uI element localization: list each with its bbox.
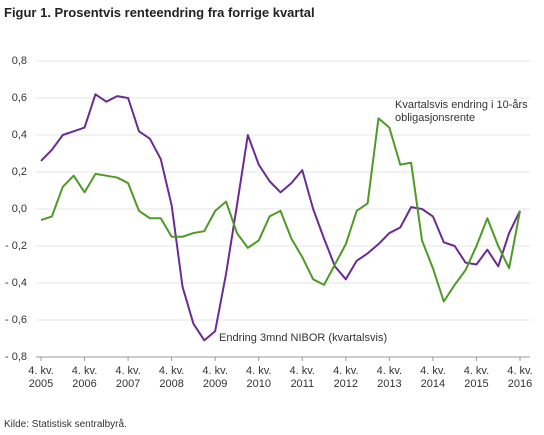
y-tick-label: - 0,2 [5,240,27,252]
x-tick-label: 4. kv. 2011 [289,365,315,390]
source: Kilde: Statistisk sentralbyrå. [4,419,127,430]
y-tick-label: 0,6 [12,92,27,104]
x-tick-label: 4. kv. 2005 [28,365,54,390]
series-label: Kvartalsvis endring i 10-års obligasjons… [395,99,528,124]
x-tick-label: 4. kv. 2009 [202,365,228,390]
x-tick-label: 4. kv. 2016 [507,365,533,390]
x-tick-label: 4. kv. 2007 [115,365,141,390]
x-tick-label: 4. kv. 2008 [158,365,185,390]
y-tick-label: 0,4 [12,129,27,141]
y-tick-label: 0,0 [12,203,27,215]
y-tick-label: 0,2 [12,166,27,178]
chart-title: Figur 1. Prosentvis renteendring fra for… [4,5,315,20]
x-tick-label: 4. kv. 2010 [245,365,272,390]
x-tick-label: 4. kv. 2015 [463,365,490,390]
x-tick-label: 4. kv. 2013 [376,365,403,390]
series-label: Endring 3mnd NIBOR (kvartalsvis) [219,332,388,344]
x-tick-label: 4. kv. 2012 [333,365,359,390]
y-tick-label: 0,8 [12,55,27,67]
y-tick-label: - 0,6 [5,314,27,326]
y-tick-label: - 0,8 [5,351,27,363]
series-line [40,93,521,342]
x-tick-label: 4. kv. 2006 [71,365,98,390]
x-tick-label: 4. kv. 2014 [420,365,446,390]
y-tick-label: - 0,4 [5,277,27,289]
series-line [40,117,521,303]
